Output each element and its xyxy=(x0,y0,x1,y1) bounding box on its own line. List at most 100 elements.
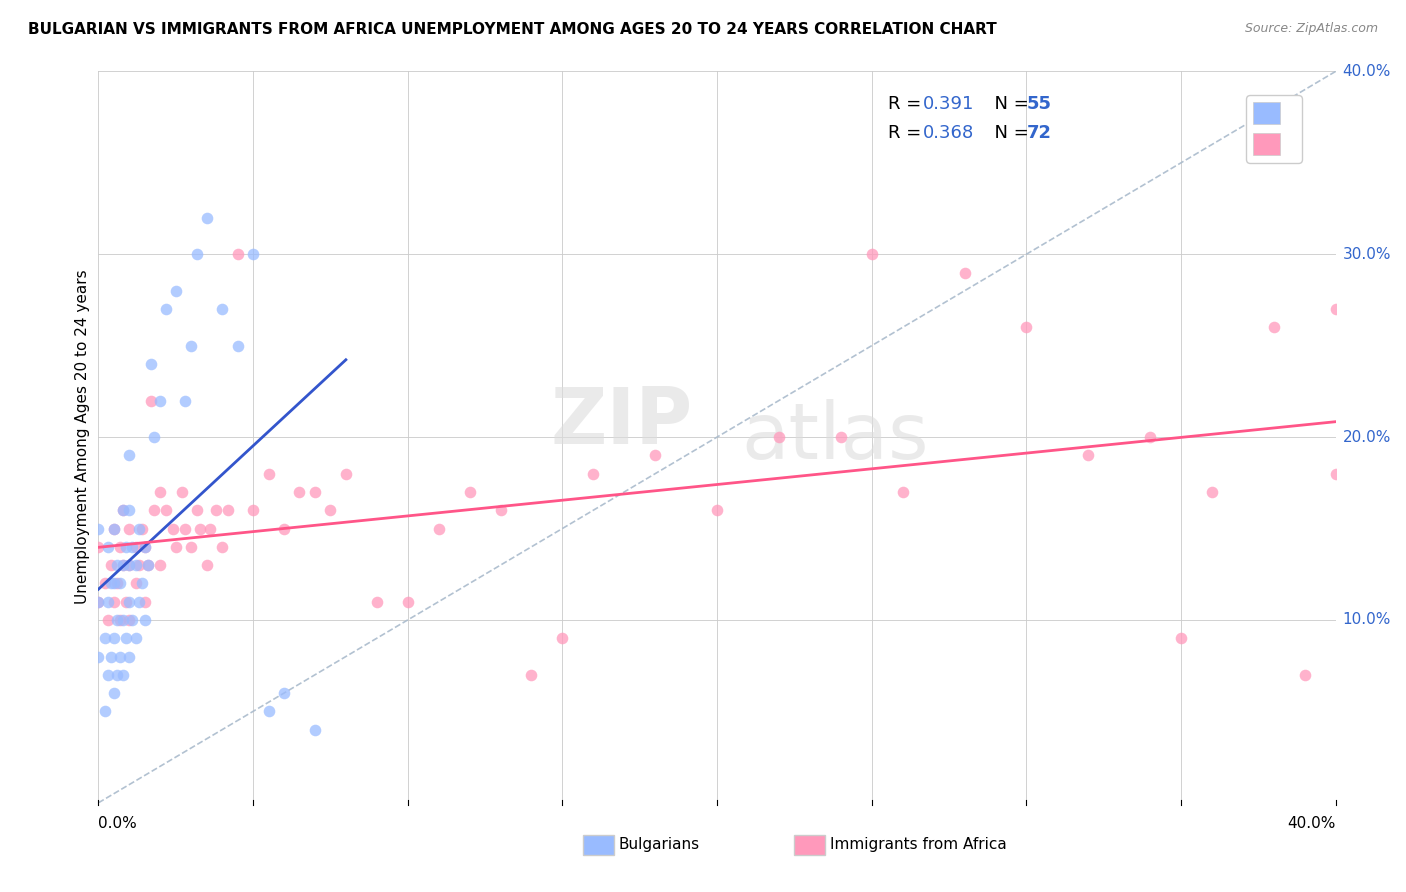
Point xyxy=(458,485,481,500)
Point xyxy=(108,649,131,664)
Point xyxy=(211,301,233,317)
Point xyxy=(195,558,218,573)
Point xyxy=(128,521,150,535)
Point xyxy=(105,613,128,627)
Point xyxy=(768,430,790,444)
Point xyxy=(115,540,138,554)
Point xyxy=(143,430,166,444)
Point xyxy=(582,467,605,481)
Point xyxy=(198,521,221,535)
Point xyxy=(1263,320,1285,334)
Point xyxy=(149,393,172,408)
Point xyxy=(162,521,184,535)
Text: 40.0%: 40.0% xyxy=(1288,816,1336,831)
Point xyxy=(112,558,135,573)
Point xyxy=(87,540,110,554)
Legend: , : , xyxy=(1246,95,1302,162)
Point xyxy=(118,649,141,664)
Point xyxy=(551,632,574,646)
Point xyxy=(97,613,120,627)
Point xyxy=(108,613,131,627)
Point xyxy=(112,613,135,627)
Point xyxy=(180,338,202,352)
Point xyxy=(118,558,141,573)
Point xyxy=(128,558,150,573)
Text: Bulgarians: Bulgarians xyxy=(619,838,700,852)
Point xyxy=(105,576,128,591)
Y-axis label: Unemployment Among Ages 20 to 24 years: Unemployment Among Ages 20 to 24 years xyxy=(75,269,90,605)
Point xyxy=(180,540,202,554)
Point xyxy=(100,558,122,573)
Point xyxy=(128,594,150,608)
Point xyxy=(706,503,728,517)
Point xyxy=(155,503,177,517)
Point xyxy=(195,211,218,225)
Point xyxy=(118,449,141,463)
Point xyxy=(174,393,197,408)
Point xyxy=(112,503,135,517)
Point xyxy=(100,649,122,664)
Point xyxy=(103,521,125,535)
Point xyxy=(108,576,131,591)
Point xyxy=(124,632,146,646)
Point xyxy=(217,503,239,517)
Point xyxy=(124,540,146,554)
Point xyxy=(273,686,295,700)
Point xyxy=(100,576,122,591)
Point xyxy=(134,594,156,608)
Point xyxy=(186,503,208,517)
Point xyxy=(115,632,138,646)
Point xyxy=(108,540,131,554)
Point xyxy=(165,284,187,298)
Point xyxy=(118,503,141,517)
Point xyxy=(1324,301,1347,317)
Text: N =: N = xyxy=(983,95,1035,113)
Point xyxy=(1170,632,1192,646)
Point xyxy=(103,521,125,535)
Point xyxy=(103,576,125,591)
Point xyxy=(112,667,135,681)
Point xyxy=(97,540,120,554)
Point xyxy=(891,485,914,500)
Point xyxy=(118,613,141,627)
Point xyxy=(170,485,193,500)
Point xyxy=(155,301,177,317)
Point xyxy=(860,247,883,261)
Point xyxy=(396,594,419,608)
Text: 20.0%: 20.0% xyxy=(1343,430,1391,444)
Point xyxy=(304,485,326,500)
Text: 30.0%: 30.0% xyxy=(1343,247,1391,261)
Point xyxy=(118,521,141,535)
Point xyxy=(139,393,162,408)
Point xyxy=(1201,485,1223,500)
Point xyxy=(118,594,141,608)
Point xyxy=(1324,467,1347,481)
Point xyxy=(134,540,156,554)
Point xyxy=(1294,667,1316,681)
Point xyxy=(1077,449,1099,463)
Point xyxy=(174,521,197,535)
Point xyxy=(112,503,135,517)
Text: 0.391: 0.391 xyxy=(922,95,974,113)
Text: 72: 72 xyxy=(1026,124,1052,142)
Text: atlas: atlas xyxy=(742,399,929,475)
Point xyxy=(257,705,280,719)
Point xyxy=(124,576,146,591)
Point xyxy=(242,503,264,517)
Point xyxy=(205,503,228,517)
Point xyxy=(489,503,512,517)
Text: ZIP: ZIP xyxy=(550,384,692,460)
Point xyxy=(87,594,110,608)
Point xyxy=(149,558,172,573)
Point xyxy=(288,485,311,500)
Text: Source: ZipAtlas.com: Source: ZipAtlas.com xyxy=(1244,22,1378,36)
Point xyxy=(830,430,852,444)
Point xyxy=(105,558,128,573)
Point xyxy=(103,594,125,608)
Point xyxy=(953,266,976,280)
Point xyxy=(131,576,153,591)
Point xyxy=(190,521,212,535)
Point xyxy=(136,558,159,573)
Point xyxy=(105,667,128,681)
Point xyxy=(134,540,156,554)
